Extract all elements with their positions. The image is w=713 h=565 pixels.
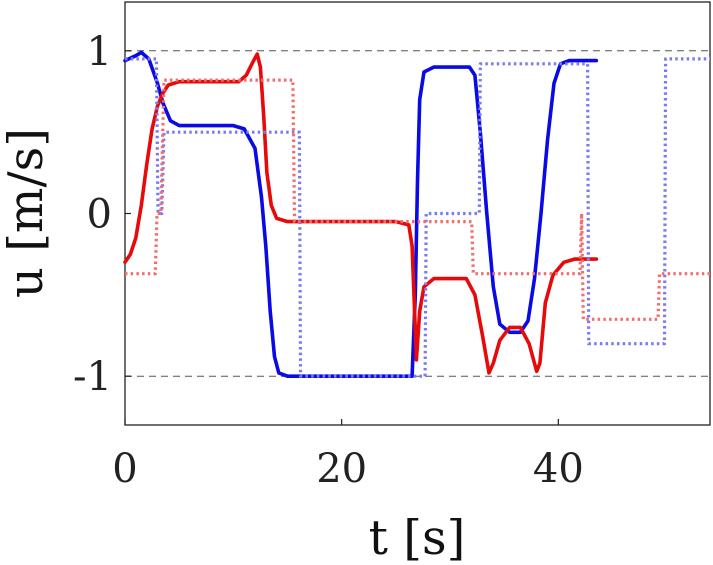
x-axis-ticks: 0 20 40 bbox=[112, 419, 584, 492]
y-tick-label-0: 1 bbox=[87, 29, 112, 75]
y-tick-label-1: 0 bbox=[87, 192, 112, 238]
series-line-2 bbox=[125, 57, 710, 378]
x-tick-label-1: 20 bbox=[316, 446, 367, 492]
y-axis-label: u [m/s] bbox=[0, 128, 54, 298]
reference-lines bbox=[125, 50, 710, 377]
x-axis-label: t [s] bbox=[369, 510, 466, 565]
series-group bbox=[123, 50, 710, 378]
plot-area: 0 20 40 10-1 bbox=[73, 1, 711, 492]
y-axis-ticks: 1 0 -1 bbox=[73, 29, 131, 400]
series-line-3 bbox=[125, 78, 710, 321]
x-tick-label-0: 0 bbox=[112, 446, 137, 492]
y-tick-label-2: -1 bbox=[73, 354, 112, 400]
x-tick-label-2: 40 bbox=[533, 446, 584, 492]
